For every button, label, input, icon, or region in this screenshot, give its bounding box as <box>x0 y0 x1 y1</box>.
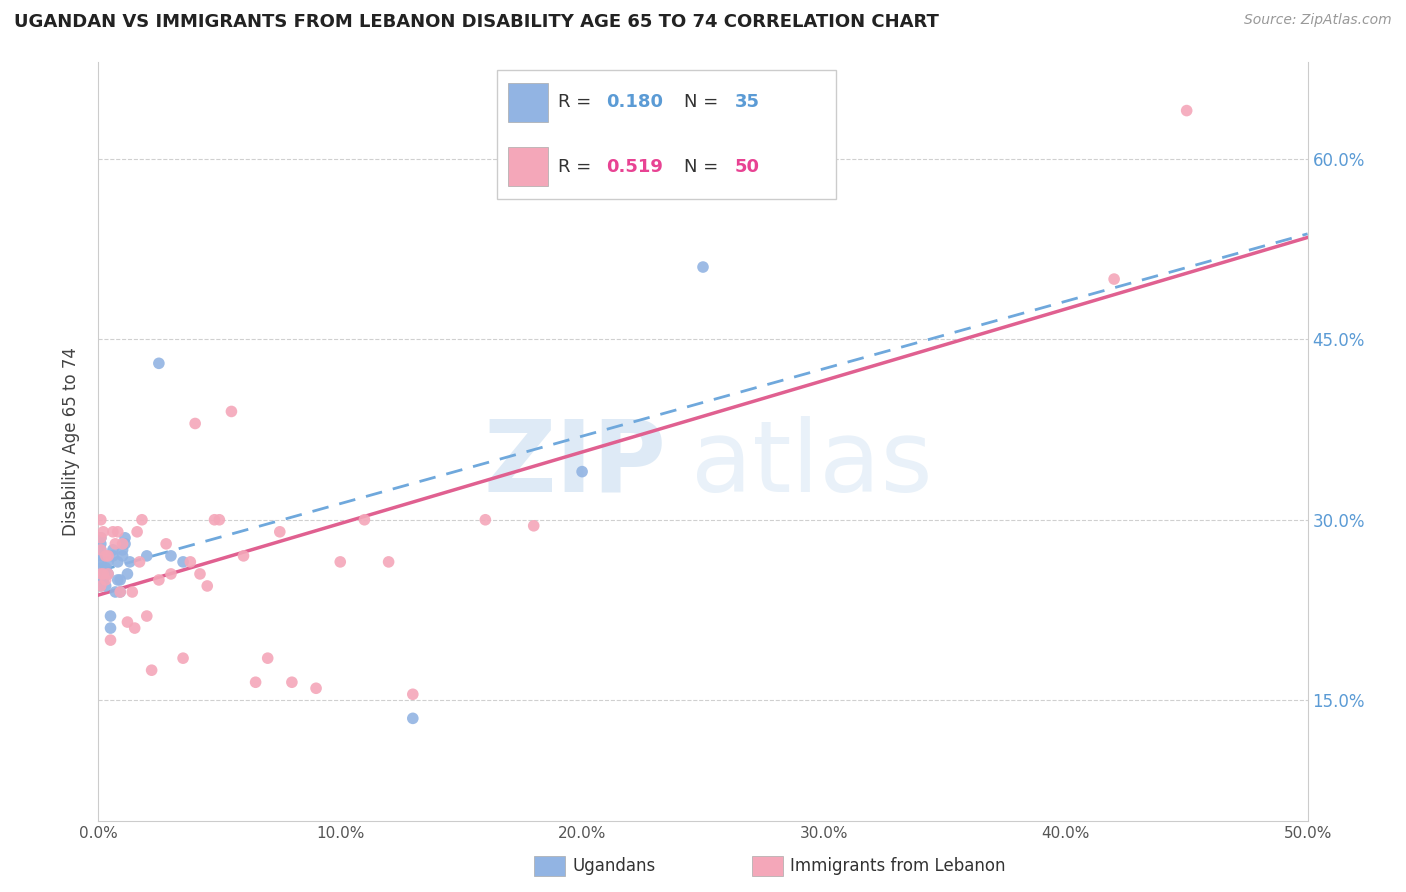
Point <box>474 513 496 527</box>
Point <box>97 555 120 569</box>
Point <box>90 549 112 563</box>
Point <box>692 260 714 274</box>
Point <box>94 579 117 593</box>
Point <box>107 573 129 587</box>
Point <box>402 711 425 725</box>
Point <box>101 549 124 563</box>
Text: ZIP: ZIP <box>484 416 666 513</box>
Point <box>108 585 131 599</box>
Point <box>121 585 143 599</box>
Point <box>188 566 211 581</box>
Point <box>107 555 129 569</box>
Point <box>124 621 146 635</box>
Point <box>1175 103 1198 118</box>
Point <box>100 609 122 624</box>
Point <box>1102 272 1125 286</box>
Point <box>107 524 129 539</box>
Point <box>377 555 399 569</box>
Point <box>104 585 127 599</box>
Point <box>100 621 122 635</box>
Point <box>195 579 218 593</box>
Point <box>184 417 207 431</box>
Text: Ugandans: Ugandans <box>572 857 655 875</box>
Point <box>269 524 291 539</box>
Point <box>108 573 131 587</box>
Point <box>90 531 112 545</box>
Point <box>281 675 304 690</box>
Point <box>90 555 112 569</box>
Point <box>94 549 117 563</box>
Point <box>100 633 122 648</box>
Point <box>104 537 127 551</box>
Point <box>114 531 136 545</box>
Point <box>523 518 546 533</box>
Point <box>90 513 112 527</box>
Point <box>91 524 114 539</box>
Point <box>90 531 112 545</box>
Point <box>148 356 170 370</box>
Text: Immigrants from Lebanon: Immigrants from Lebanon <box>790 857 1005 875</box>
Y-axis label: Disability Age 65 to 74: Disability Age 65 to 74 <box>62 347 80 536</box>
Point <box>127 524 149 539</box>
Point <box>221 404 243 418</box>
Point <box>97 566 120 581</box>
Point <box>208 513 231 527</box>
Point <box>172 555 194 569</box>
Point <box>135 549 157 563</box>
Point <box>118 555 141 569</box>
Point <box>117 615 139 629</box>
Point <box>94 561 117 575</box>
Point <box>114 537 136 551</box>
Point <box>117 566 139 581</box>
Text: Source: ZipAtlas.com: Source: ZipAtlas.com <box>1244 13 1392 28</box>
Point <box>111 537 134 551</box>
Point <box>245 675 267 690</box>
Point <box>90 561 112 575</box>
Point <box>141 663 163 677</box>
Point <box>91 573 114 587</box>
Point <box>111 549 134 563</box>
Point <box>90 579 112 593</box>
Text: UGANDAN VS IMMIGRANTS FROM LEBANON DISABILITY AGE 65 TO 74 CORRELATION CHART: UGANDAN VS IMMIGRANTS FROM LEBANON DISAB… <box>14 13 939 31</box>
Point <box>90 542 112 557</box>
Point <box>148 573 170 587</box>
Point <box>111 542 134 557</box>
Point <box>204 513 226 527</box>
Point <box>305 681 328 696</box>
Point <box>90 579 112 593</box>
Text: atlas: atlas <box>690 416 932 513</box>
Point <box>94 573 117 587</box>
Point <box>402 687 425 701</box>
Point <box>101 542 124 557</box>
Point <box>571 465 593 479</box>
Point <box>160 549 183 563</box>
Point <box>155 537 177 551</box>
Point <box>179 555 201 569</box>
Point <box>232 549 254 563</box>
Point <box>172 651 194 665</box>
Point <box>90 566 112 581</box>
Point <box>90 566 112 581</box>
Point <box>160 566 183 581</box>
Point <box>91 566 114 581</box>
Point <box>135 609 157 624</box>
Point <box>97 566 120 581</box>
Point <box>108 585 131 599</box>
Point <box>90 537 112 551</box>
Point <box>97 549 120 563</box>
Point <box>101 524 124 539</box>
Point <box>90 542 112 557</box>
Point <box>256 651 278 665</box>
Point <box>329 555 352 569</box>
Point <box>353 513 375 527</box>
Point <box>128 555 150 569</box>
Point <box>131 513 153 527</box>
